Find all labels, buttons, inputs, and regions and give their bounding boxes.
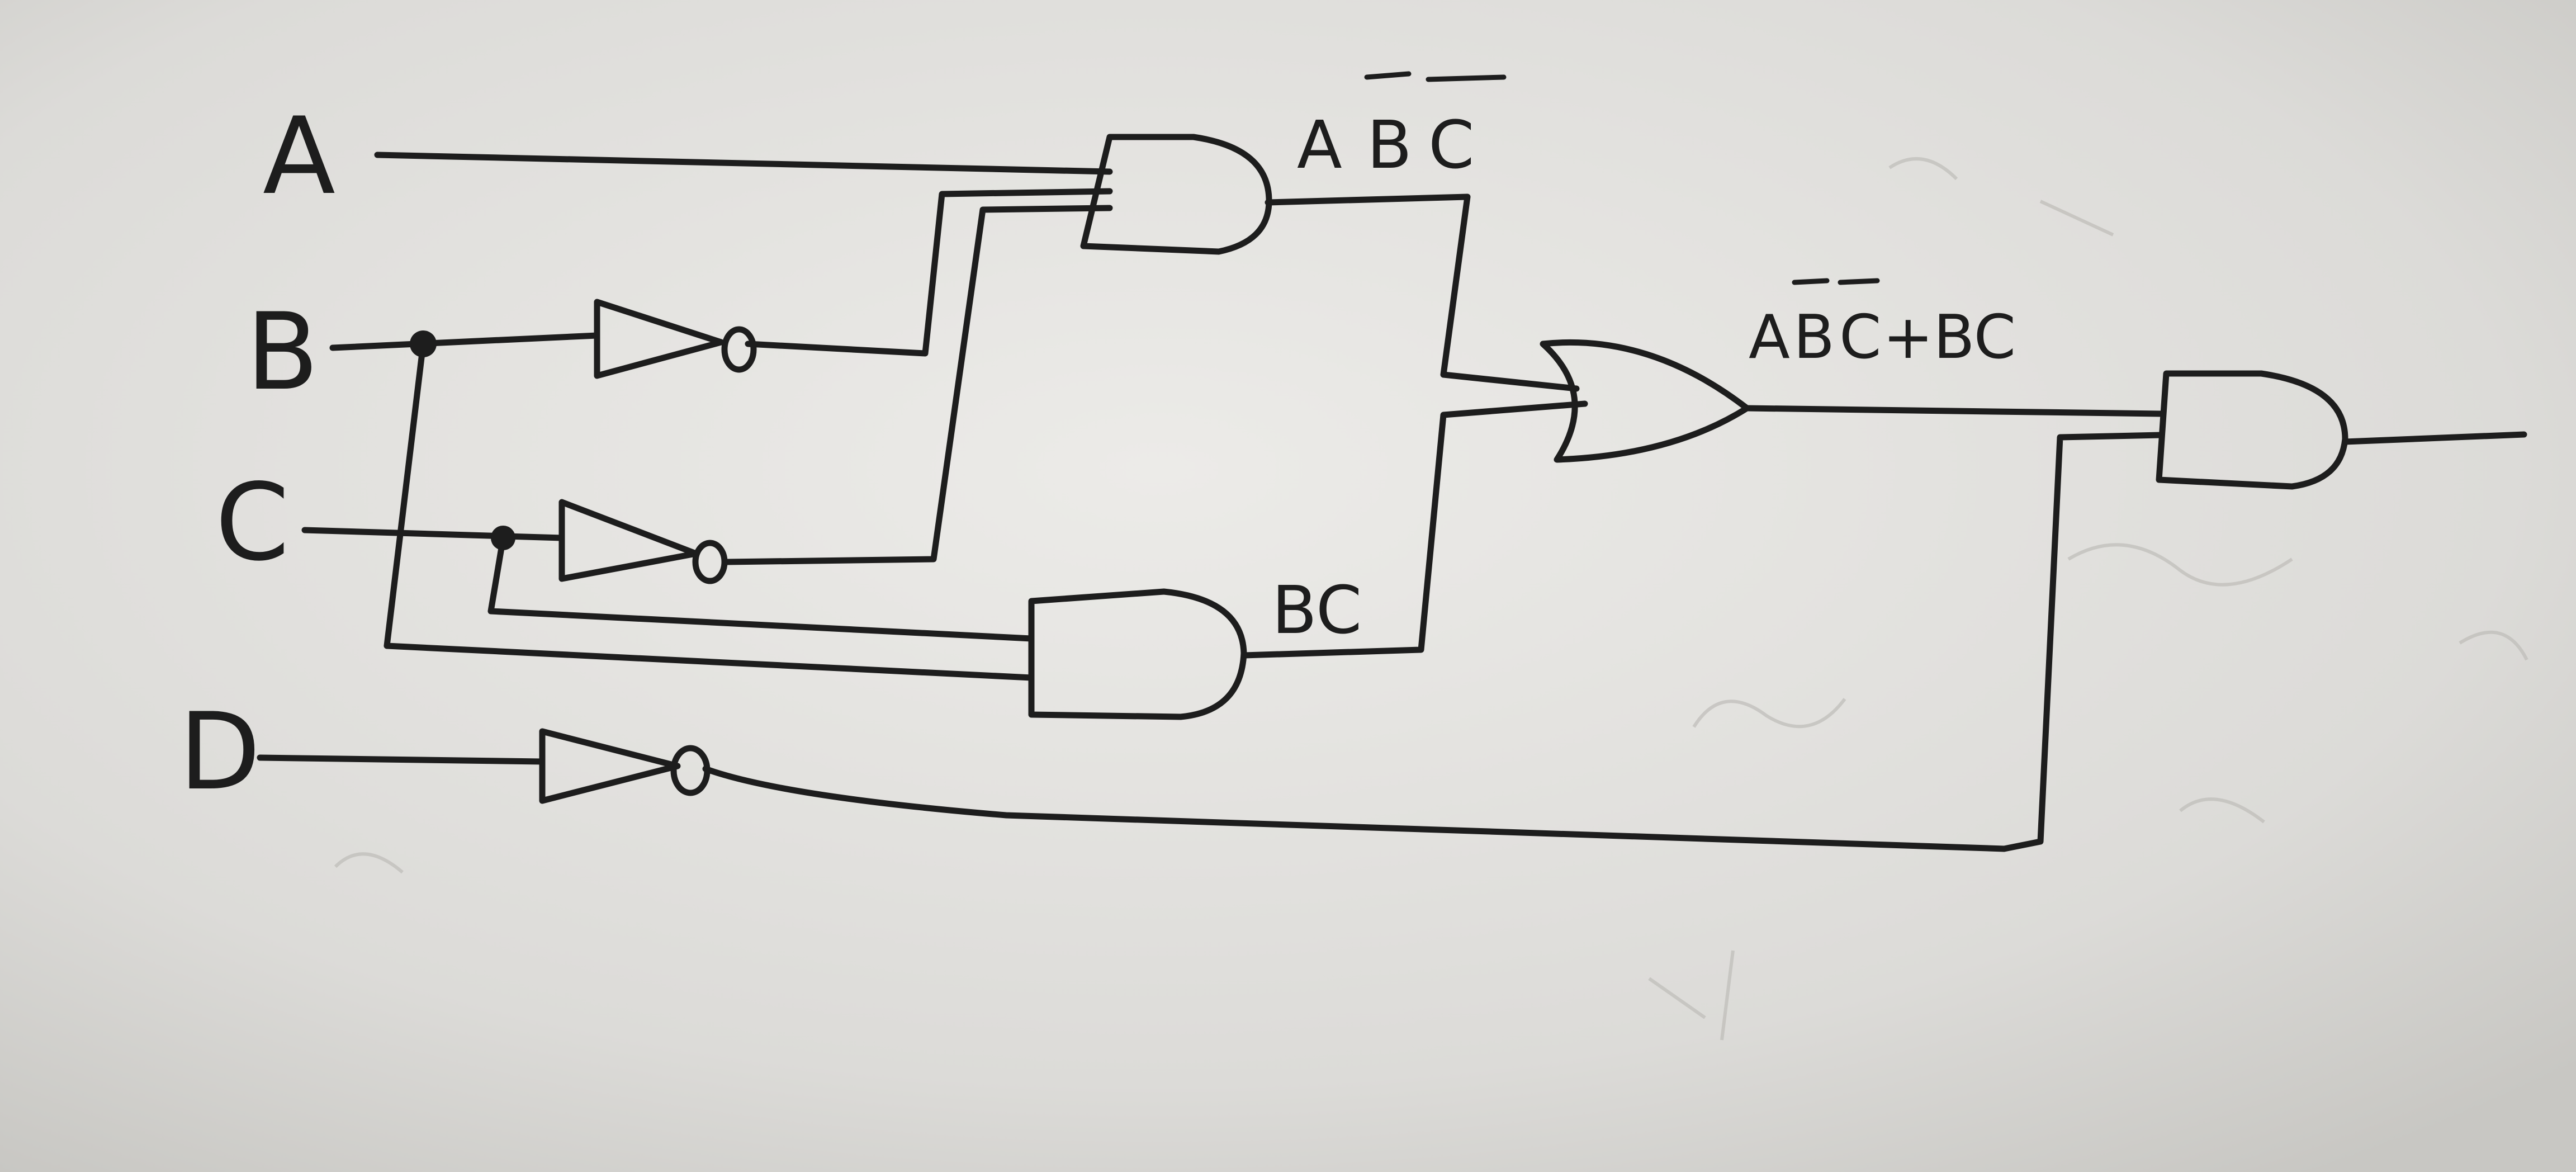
wire-b	[329, 332, 600, 351]
not-gate-c	[558, 499, 728, 584]
wire-final-out	[2342, 431, 2527, 445]
wire-c-bar	[723, 205, 1113, 565]
wire-and-bottom-out	[1240, 400, 1588, 659]
label-or-part-c: C	[1839, 303, 1881, 372]
overbar-b-or	[1792, 278, 1830, 285]
and-gate-final	[2156, 370, 2348, 490]
input-label-a: A	[263, 94, 335, 218]
and-gate-bottom	[1028, 588, 1247, 720]
label-and-bottom-output: BC	[1272, 571, 1362, 649]
wire-b-tap	[383, 341, 1035, 681]
wire-c	[301, 527, 565, 541]
label-and-top-part-c: C	[1428, 106, 1474, 183]
junction-dot-c	[491, 526, 515, 550]
label-or-output: A B C +BC	[1749, 278, 2016, 372]
wire-or-out	[1744, 405, 2164, 417]
overbar-c-top	[1426, 74, 1507, 82]
wire-a	[374, 152, 1113, 175]
and-gate-top	[1080, 134, 1272, 255]
wire-c-tap	[487, 535, 1035, 642]
input-label-d: D	[179, 690, 261, 814]
label-and-top-part-a: A	[1297, 106, 1342, 183]
or-gate-middle	[1540, 339, 1750, 463]
label-and-top-output: A B C	[1297, 71, 1507, 183]
input-label-c: C	[215, 461, 290, 584]
label-and-top-part-b: B	[1367, 106, 1412, 183]
overbar-b-top	[1364, 71, 1412, 80]
junction-dot-b	[410, 330, 437, 357]
wire-d	[257, 754, 546, 765]
overbar-c-or	[1838, 278, 1880, 285]
label-or-part-b: B	[1793, 303, 1835, 372]
not-gate-d	[539, 728, 711, 804]
wires	[257, 152, 2527, 852]
input-label-b: B	[246, 290, 319, 414]
wire-d-bar	[702, 432, 2164, 852]
label-or-part-a: A	[1749, 303, 1790, 372]
not-gate-b	[594, 299, 757, 379]
background-scribbles	[334, 157, 2528, 1041]
wire-b-bar	[745, 188, 1113, 357]
label-or-part-rest: +BC	[1883, 303, 2016, 372]
wire-and-top-out	[1265, 193, 1580, 392]
